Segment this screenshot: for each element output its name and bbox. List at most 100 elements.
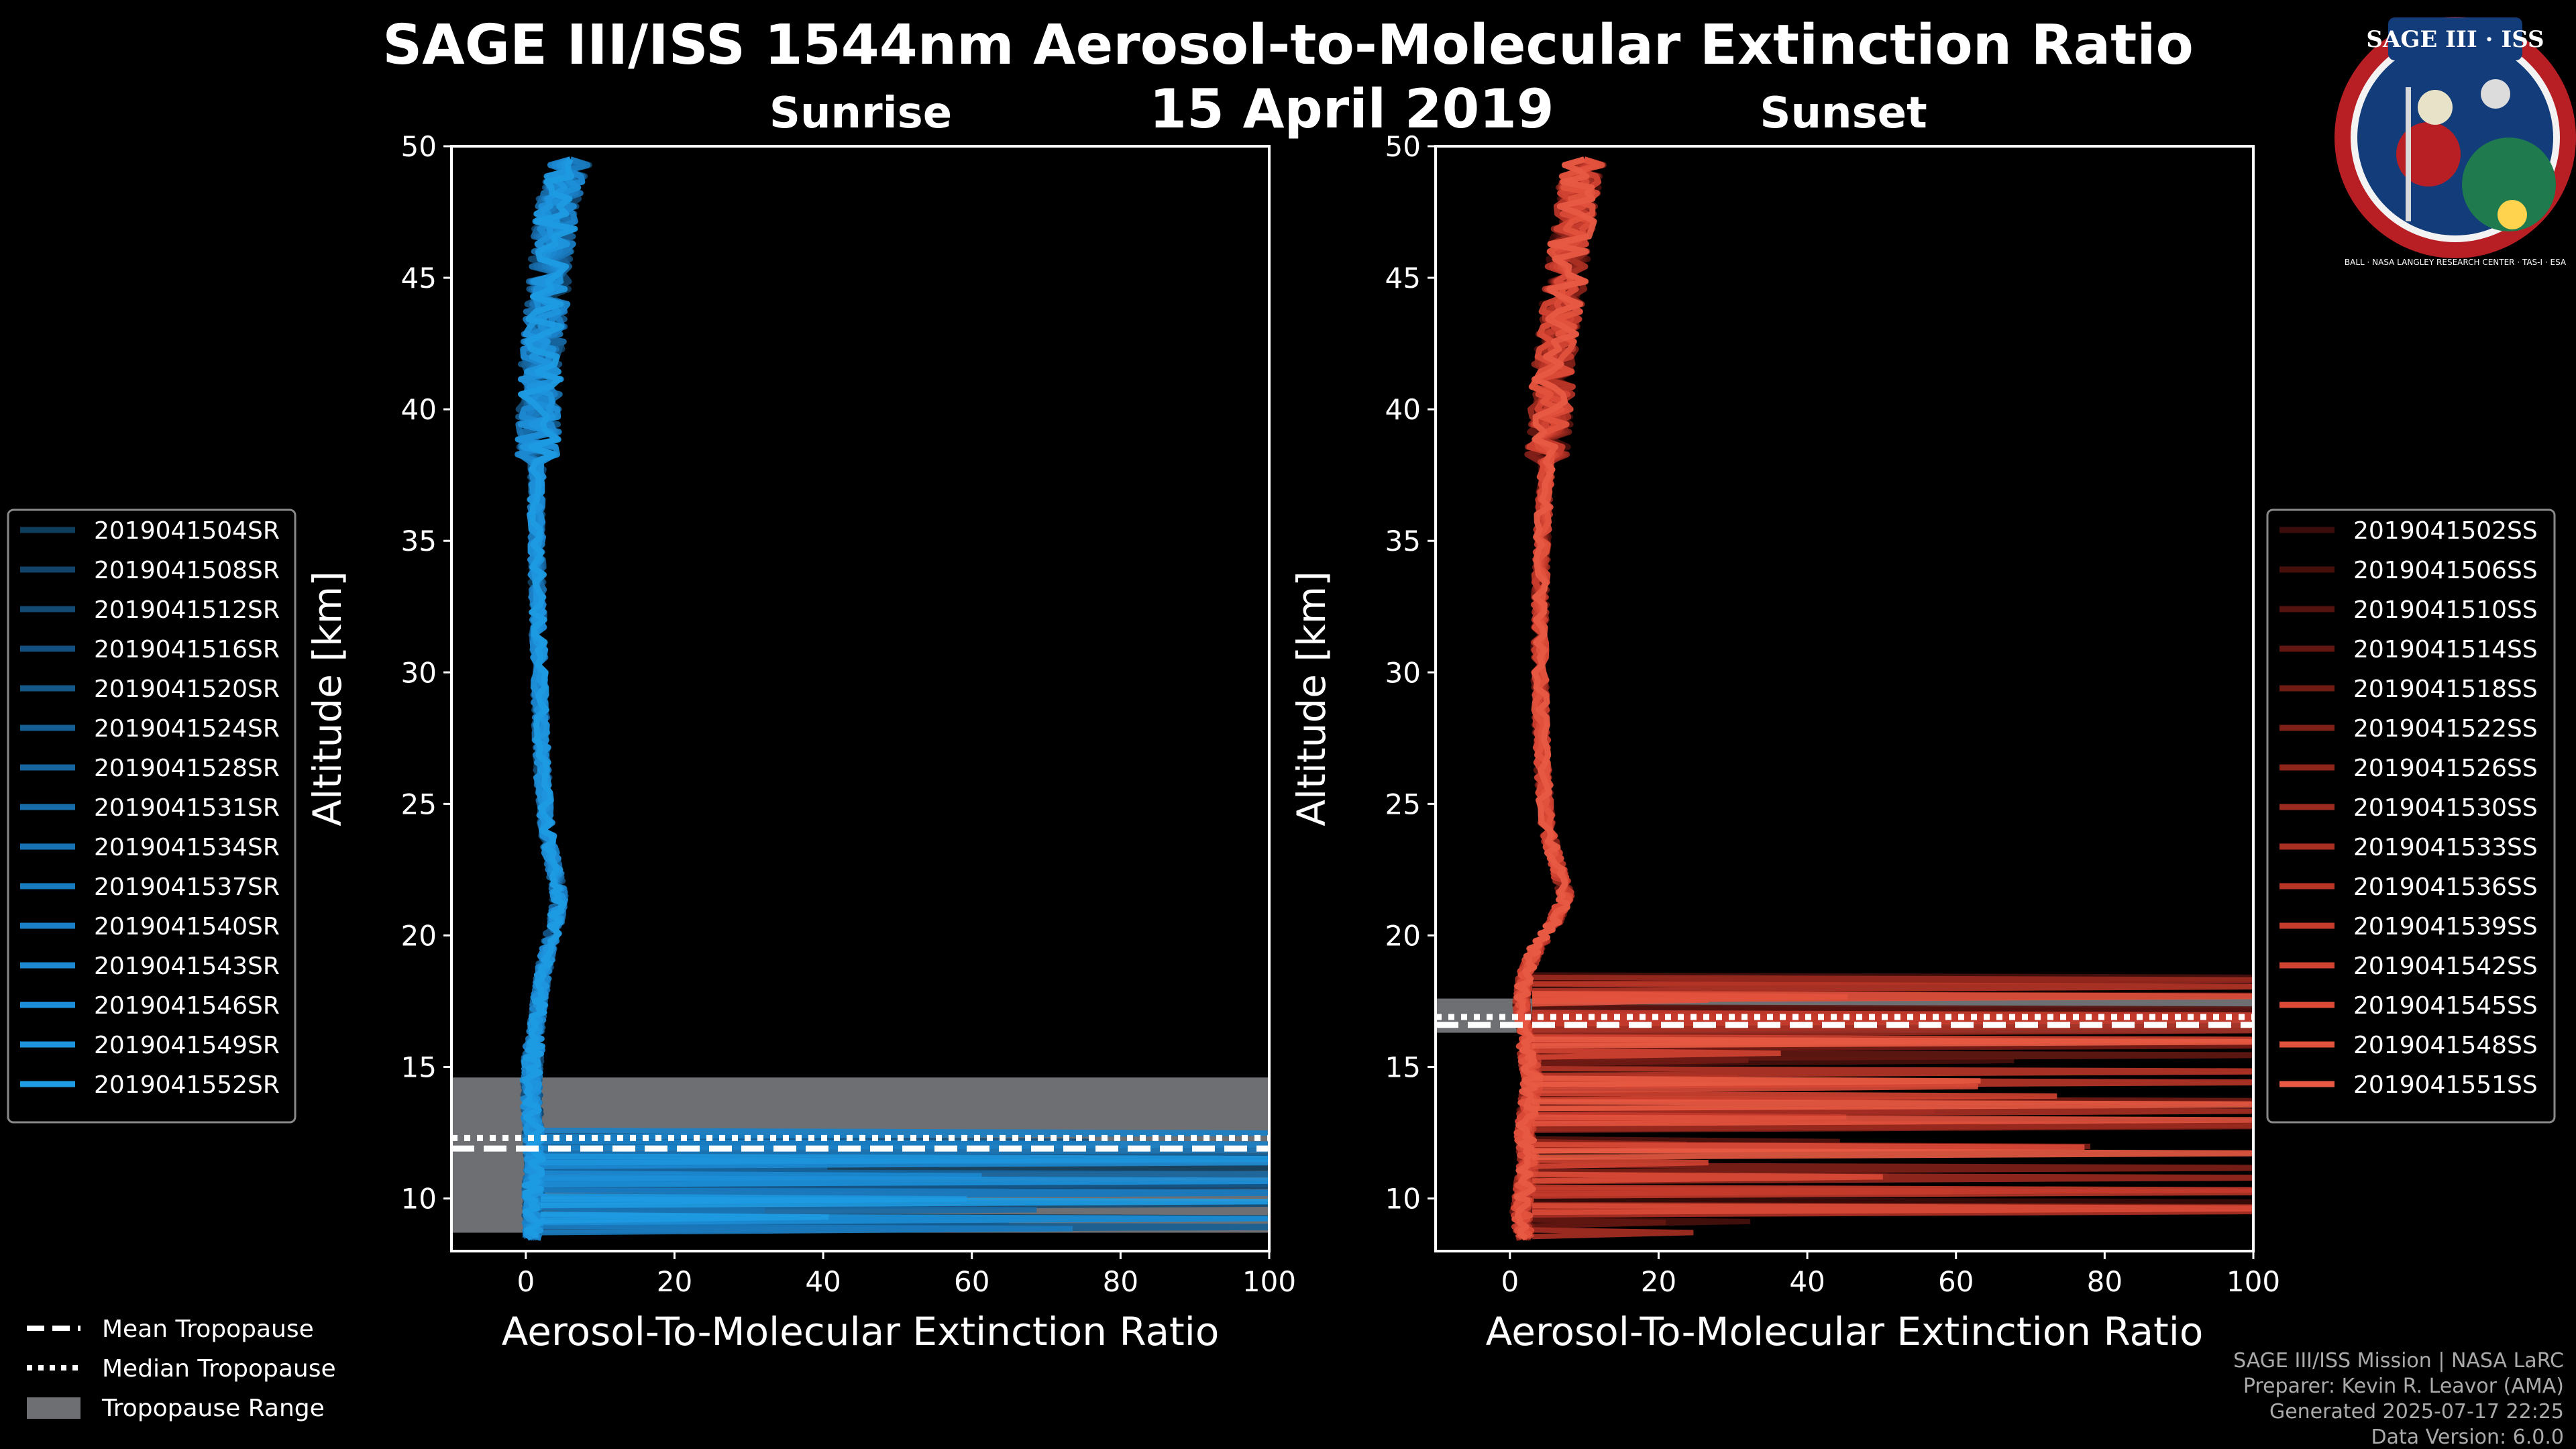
profile-spike-2019041552SR	[540, 1196, 1269, 1209]
x-tick-label: 60	[1938, 1265, 1974, 1298]
profile-spike-2019041539SS	[1532, 1184, 2253, 1197]
x-tick-label: 0	[1501, 1265, 1519, 1298]
profile-line-2019041552SR	[518, 158, 578, 1238]
logo-title: SAGE III · ISS	[2366, 26, 2544, 53]
tropopause-legend: Mean Tropopause Median Tropopause Tropop…	[27, 1316, 336, 1422]
plot-area	[451, 156, 1269, 1241]
sunrise-panel-title: Sunrise	[769, 89, 952, 138]
profile-spike-2019041549SR	[540, 1153, 1269, 1166]
profile-spike-2019041542SS	[1532, 1090, 2057, 1103]
legend-entry-2019041546SR: 2019041546SR	[94, 992, 280, 1020]
y-tick-label: 25	[1385, 788, 1421, 820]
y-tick-label: 35	[1385, 525, 1421, 557]
sunrise-panel: 10 15 20 25 30 35 40 45 50 0 20 40 60 80 100 Aerosol-To…	[305, 130, 1296, 1354]
legend-entry-2019041512SR: 2019041512SR	[94, 596, 280, 624]
legend-entry-2019041552SR: 2019041552SR	[94, 1071, 280, 1099]
profile-line-2019041551SS	[1513, 156, 1597, 1241]
y-tick-label: 20	[401, 919, 437, 952]
x-axis-label: Aerosol-To-Molecular Extinction Ratio	[1486, 1309, 2204, 1354]
plot-area	[1436, 156, 2253, 1241]
profile-spike-2019041536SS	[1532, 981, 2253, 994]
x-tick-label: 20	[657, 1265, 692, 1298]
credits: SAGE III/ISS Mission | NASA LaRC Prepare…	[2233, 1349, 2564, 1449]
legend-entry-2019041502SS: 2019041502SS	[2353, 517, 2538, 545]
x-tick-label: 60	[954, 1265, 989, 1298]
y-tick-label: 50	[401, 130, 437, 163]
profile-spike-2019041545SS	[1532, 1171, 1883, 1184]
sunset-panel-title: Sunset	[1760, 89, 1927, 138]
legend-entry-2019041504SR: 2019041504SR	[94, 517, 280, 545]
legend-entry-2019041533SS: 2019041533SS	[2353, 834, 2538, 861]
x-tick-label: 40	[1789, 1265, 1825, 1298]
legend-box	[7, 508, 297, 1124]
profile-spike-2019041546SR	[540, 1175, 1269, 1187]
x-tick-label: 100	[1242, 1265, 1296, 1298]
profile-spike-2019041551SS	[1532, 1075, 1981, 1088]
legend-entry-2019041540SR: 2019041540SR	[94, 913, 280, 941]
legend-entry-2019041516SR: 2019041516SR	[94, 636, 280, 663]
legend-entry-2019041534SR: 2019041534SR	[94, 834, 280, 861]
credit-preparer: Preparer: Kevin R. Leavor (AMA)	[2243, 1375, 2564, 1398]
x-tick-label: 80	[2087, 1265, 2123, 1298]
x-axis-label: Aerosol-To-Molecular Extinction Ratio	[502, 1309, 1220, 1354]
legend-entry-2019041531SR: 2019041531SR	[94, 794, 280, 822]
profile-spike-2019041540SR	[540, 1128, 1269, 1140]
median-tropopause-label: Median Tropopause	[102, 1355, 336, 1383]
y-tick-label: 40	[1385, 393, 1421, 426]
y-tick-label: 25	[401, 788, 437, 820]
profile-spike-2019041536SS	[1532, 1066, 2253, 1078]
y-tick-label: 20	[1385, 919, 1421, 952]
y-tick-label: 10	[401, 1183, 437, 1216]
mean-tropopause-label: Mean Tropopause	[102, 1316, 314, 1343]
credit-mission: SAGE III/ISS Mission | NASA LaRC	[2233, 1349, 2564, 1373]
profile-spike-2019041514SS	[1532, 1217, 1666, 1230]
legend-entry-2019041520SR: 2019041520SR	[94, 676, 280, 703]
profile-spike-2019041514SS	[1532, 1049, 2253, 1062]
x-tick-label: 100	[2226, 1265, 2280, 1298]
legend-entry-2019041514SS: 2019041514SS	[2353, 636, 2538, 663]
x-tick-label: 0	[517, 1265, 535, 1298]
legend-entry-2019041524SR: 2019041524SR	[94, 715, 280, 743]
profile-spike-2019041542SS	[1532, 1157, 1709, 1169]
legend-entry-2019041528SR: 2019041528SR	[94, 755, 280, 782]
legend-entry-2019041537SR: 2019041537SR	[94, 873, 280, 901]
legend-entry-2019041508SR: 2019041508SR	[94, 557, 280, 584]
x-tick-label: 40	[805, 1265, 841, 1298]
legend-entry-2019041543SR: 2019041543SR	[94, 953, 280, 980]
profile-spike-2019041551SS	[1532, 1099, 2253, 1112]
legend-entry-2019041545SS: 2019041545SS	[2353, 992, 2538, 1020]
sunrise-legend: 2019041504SR 2019041508SR 2019041512SR 2019…	[7, 508, 297, 1124]
y-axis-label: Altitude [km]	[305, 571, 350, 826]
y-tick-label: 40	[401, 393, 437, 426]
y-tick-label: 45	[401, 262, 437, 294]
legend-box	[2266, 508, 2556, 1124]
figure-date: 15 April 2019	[1149, 78, 1554, 140]
y-tick-label: 50	[1385, 130, 1421, 163]
credit-version: Data Version: 6.0.0	[2371, 1426, 2564, 1449]
legend-entry-2019041506SS: 2019041506SS	[2353, 557, 2538, 584]
profile-spike-2019041551SS	[1532, 1036, 2253, 1049]
profile-spike-2019041537SR	[540, 1223, 1073, 1236]
legend-entry-2019041548SS: 2019041548SS	[2353, 1032, 2538, 1059]
y-tick-label: 10	[1385, 1183, 1421, 1216]
legend-entry-2019041522SS: 2019041522SS	[2353, 715, 2538, 743]
figure-title: SAGE III/ISS 1544nm Aerosol-to-Molecular…	[382, 13, 2194, 77]
y-tick-label: 30	[1385, 656, 1421, 689]
y-tick-label: 30	[401, 656, 437, 689]
axes-frame	[1434, 145, 2255, 1252]
legend-entry-2019041551SS: 2019041551SS	[2353, 1071, 2538, 1099]
legend-entry-2019041539SS: 2019041539SS	[2353, 913, 2538, 941]
profile-spike-2019041522SS	[1532, 1162, 2253, 1175]
y-tick-label: 15	[401, 1051, 437, 1084]
tropopause-range-label: Tropopause Range	[101, 1395, 325, 1422]
profile-spike-2019041551SS	[1532, 1148, 2253, 1160]
profile-spike-2019041548SS	[1532, 1114, 2253, 1127]
legend-entry-2019041542SS: 2019041542SS	[2353, 953, 2538, 980]
y-tick-label: 35	[401, 525, 437, 557]
y-tick-label: 45	[1385, 262, 1421, 294]
legend-entry-2019041510SS: 2019041510SS	[2353, 596, 2538, 624]
x-tick-label: 80	[1103, 1265, 1138, 1298]
legend-entry-2019041518SS: 2019041518SS	[2353, 676, 2538, 703]
tropopause-range-swatch	[27, 1397, 80, 1419]
